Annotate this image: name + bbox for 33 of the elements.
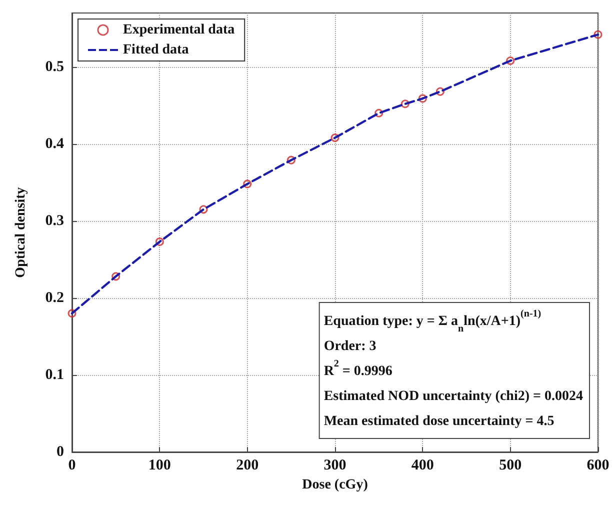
point xyxy=(594,30,602,39)
point xyxy=(506,56,515,65)
legend-label: Fitted data xyxy=(123,42,189,58)
y-axis-title: Optical density xyxy=(14,187,28,278)
point xyxy=(112,272,120,281)
x-tick-label: 200 xyxy=(236,458,259,474)
y-tick-label: 0.2 xyxy=(45,290,64,306)
point xyxy=(374,108,384,118)
point xyxy=(243,180,252,188)
y-tick-label: 0.1 xyxy=(45,366,64,383)
point xyxy=(68,309,76,318)
point xyxy=(155,237,164,246)
point xyxy=(418,94,427,103)
x-tick-label: 0 xyxy=(68,458,76,474)
annotation: Estimated NOD uncertainty (chi2) = 0.0024 xyxy=(324,389,584,404)
annotation: Order: 3 xyxy=(324,339,376,354)
legend-label: Experimental data xyxy=(123,22,235,38)
point xyxy=(199,205,208,214)
x-tick-label: 300 xyxy=(324,458,346,474)
point xyxy=(436,87,444,96)
point xyxy=(330,134,340,142)
x-tick-label: 600 xyxy=(586,458,610,474)
y-tick-label: 0.4 xyxy=(45,136,64,152)
y-tick-label: 0 xyxy=(56,444,64,460)
x-tick-label: 400 xyxy=(411,458,434,474)
x-tick-label: 100 xyxy=(148,458,171,474)
point xyxy=(400,100,410,108)
annotation: Mean estimated dose uncertainty = 4.5 xyxy=(324,414,554,429)
x-tick-label: 500 xyxy=(499,458,522,474)
y-tick-label: 0.3 xyxy=(45,212,64,229)
point xyxy=(286,156,296,164)
x-axis-title: Dose (cGy) xyxy=(302,477,368,492)
y-tick-label: 0.5 xyxy=(45,58,64,75)
